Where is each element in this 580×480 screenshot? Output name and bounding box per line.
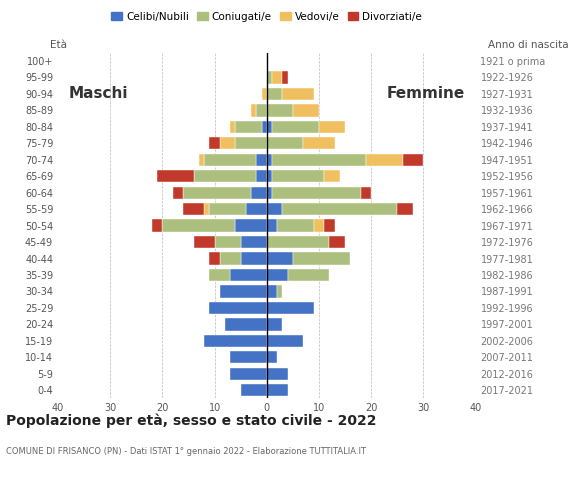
Bar (397, 203, 413, 216)
Bar (272, 170, 324, 182)
Bar (209, 137, 220, 149)
Bar (267, 269, 288, 281)
Text: Maschi: Maschi (68, 86, 128, 101)
Bar (267, 137, 303, 149)
Bar (267, 154, 272, 166)
Bar (314, 219, 324, 232)
Bar (215, 236, 241, 248)
Bar (251, 104, 256, 117)
Bar (262, 120, 267, 133)
Bar (225, 318, 267, 331)
Bar (267, 384, 288, 396)
Bar (162, 219, 235, 232)
Bar (235, 219, 267, 232)
Bar (183, 187, 251, 199)
Bar (272, 72, 282, 84)
Bar (267, 302, 314, 314)
Bar (235, 120, 262, 133)
Bar (241, 236, 267, 248)
Bar (267, 72, 272, 84)
Bar (220, 285, 267, 298)
Text: COMUNE DI FRISANCO (PN) - Dati ISTAT 1° gennaio 2022 - Elaborazione TUTTITALIA.I: COMUNE DI FRISANCO (PN) - Dati ISTAT 1° … (6, 446, 366, 456)
Bar (209, 302, 267, 314)
Bar (282, 203, 397, 216)
Bar (235, 137, 267, 149)
Bar (256, 104, 267, 117)
Bar (256, 170, 267, 182)
Bar (267, 285, 277, 298)
Bar (272, 120, 319, 133)
Bar (329, 236, 345, 248)
Bar (241, 252, 267, 264)
Bar (403, 154, 423, 166)
Bar (209, 203, 246, 216)
Bar (267, 170, 272, 182)
Bar (204, 154, 256, 166)
Bar (267, 187, 272, 199)
Bar (173, 187, 183, 199)
Text: Popolazione per età, sesso e stato civile - 2022: Popolazione per età, sesso e stato civil… (6, 413, 376, 428)
Bar (272, 187, 361, 199)
Bar (230, 351, 267, 363)
Bar (324, 170, 340, 182)
Bar (183, 203, 204, 216)
Bar (199, 154, 204, 166)
Bar (267, 318, 282, 331)
Bar (366, 154, 403, 166)
Bar (209, 252, 220, 264)
Bar (319, 120, 345, 133)
Bar (267, 335, 303, 347)
Bar (230, 120, 235, 133)
Bar (220, 137, 235, 149)
Bar (230, 269, 267, 281)
Bar (251, 187, 267, 199)
Bar (324, 219, 335, 232)
Bar (267, 351, 277, 363)
Bar (194, 236, 215, 248)
Bar (209, 269, 230, 281)
Bar (288, 269, 329, 281)
Bar (267, 104, 293, 117)
Bar (267, 203, 282, 216)
Bar (277, 219, 314, 232)
Text: Anno di nascita: Anno di nascita (488, 40, 568, 50)
Bar (194, 170, 256, 182)
Bar (204, 335, 267, 347)
Bar (267, 252, 293, 264)
Text: Femmine: Femmine (387, 86, 465, 101)
Bar (267, 236, 329, 248)
Bar (293, 252, 350, 264)
Bar (277, 285, 282, 298)
Bar (303, 137, 335, 149)
Bar (246, 203, 267, 216)
Bar (256, 154, 267, 166)
Bar (361, 187, 371, 199)
Bar (267, 219, 277, 232)
Text: Età: Età (50, 39, 67, 49)
Bar (152, 219, 162, 232)
Bar (220, 252, 241, 264)
Bar (293, 104, 319, 117)
Bar (282, 88, 314, 100)
Legend: Celibi/Nubili, Coniugati/e, Vedovi/e, Divorziati/e: Celibi/Nubili, Coniugati/e, Vedovi/e, Di… (107, 8, 426, 26)
Bar (272, 154, 366, 166)
Bar (267, 368, 288, 380)
Bar (204, 203, 209, 216)
Bar (267, 88, 282, 100)
Bar (262, 88, 267, 100)
Bar (241, 384, 267, 396)
Bar (267, 120, 272, 133)
Bar (230, 368, 267, 380)
Bar (282, 72, 288, 84)
Bar (157, 170, 194, 182)
